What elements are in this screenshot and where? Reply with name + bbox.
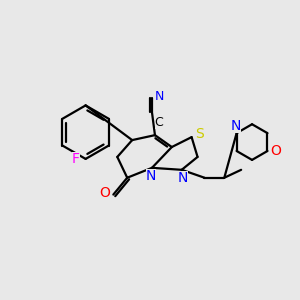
Text: N: N [155,90,165,103]
Text: F: F [72,152,80,166]
Text: C: C [154,116,163,129]
Text: O: O [270,144,281,158]
Text: F: F [72,152,80,166]
Text: N: N [230,119,241,133]
Text: N: N [146,169,156,183]
Text: O: O [99,186,110,200]
Text: S: S [195,127,204,141]
Text: N: N [178,171,188,185]
